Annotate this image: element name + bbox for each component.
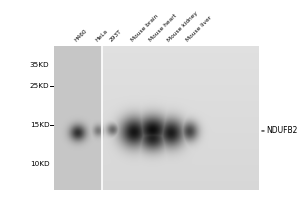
Text: NDUFB2: NDUFB2 bbox=[266, 126, 298, 135]
Text: H460: H460 bbox=[74, 29, 88, 43]
Text: Mouse kidney: Mouse kidney bbox=[167, 11, 199, 43]
Text: 10KD: 10KD bbox=[30, 161, 50, 167]
Text: HeLa: HeLa bbox=[94, 29, 109, 43]
Text: 293T: 293T bbox=[109, 29, 123, 43]
Text: Mouse heart: Mouse heart bbox=[148, 14, 178, 43]
Text: 25KD: 25KD bbox=[30, 83, 50, 89]
Text: Mouse brain: Mouse brain bbox=[130, 14, 159, 43]
Text: 15KD: 15KD bbox=[30, 122, 50, 128]
Text: Mouse liver: Mouse liver bbox=[185, 15, 213, 43]
Text: 35KD: 35KD bbox=[30, 62, 50, 68]
